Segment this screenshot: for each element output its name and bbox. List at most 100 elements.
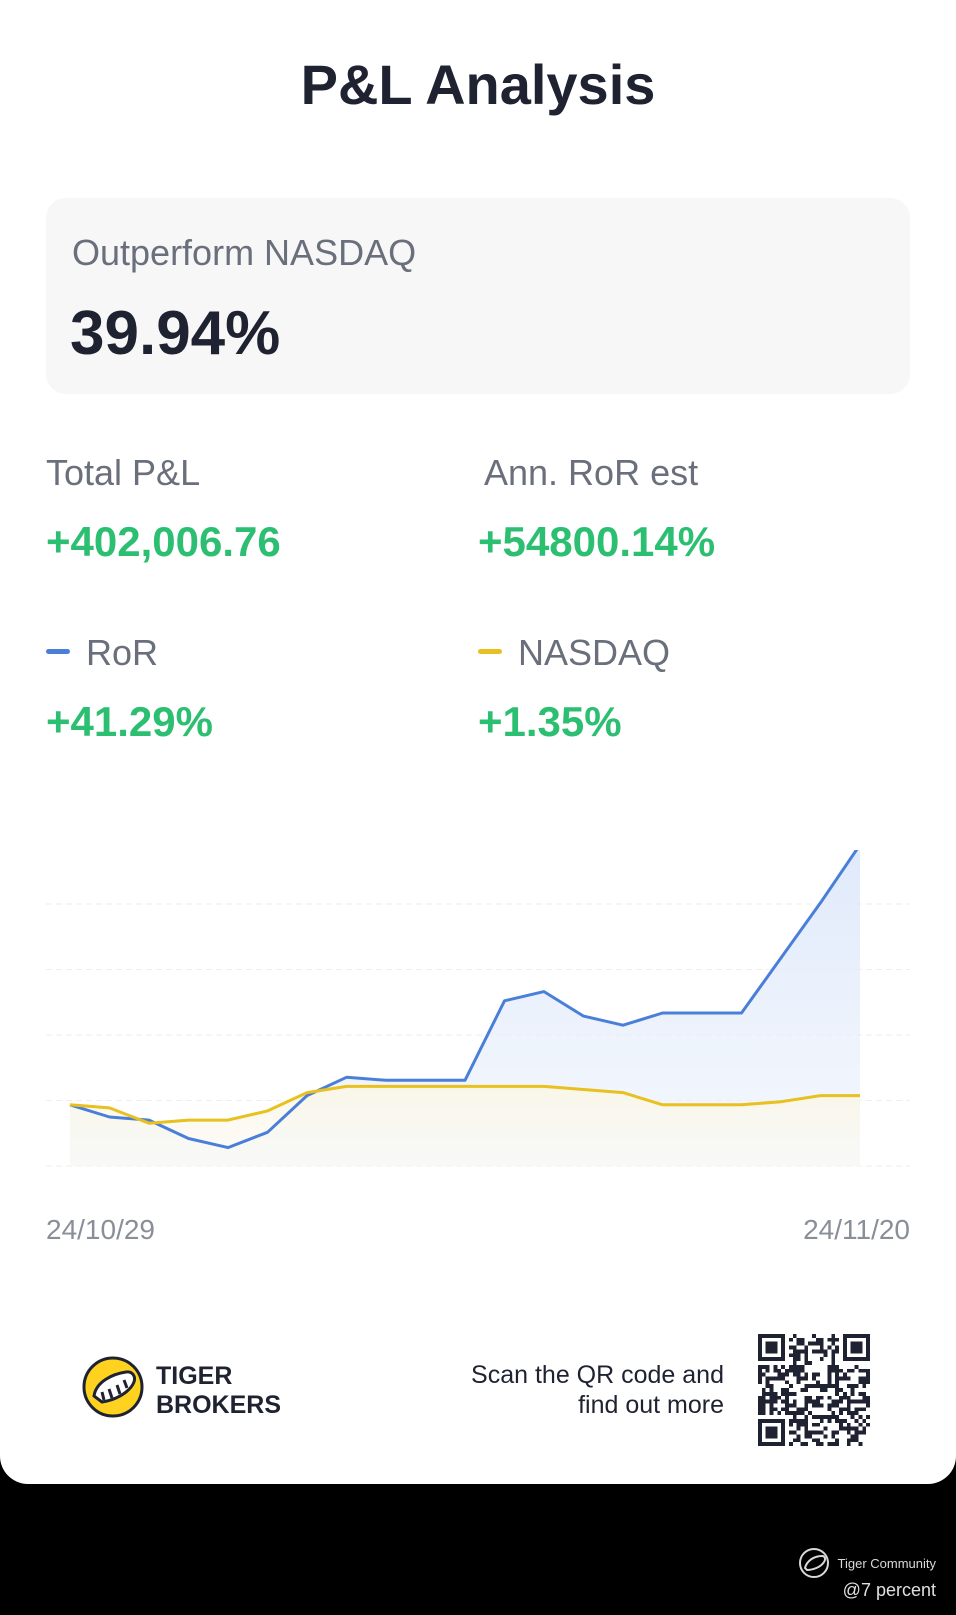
qr-module	[800, 1442, 805, 1446]
qr-module	[808, 1361, 813, 1365]
qr-module	[831, 1399, 836, 1404]
qr-module	[846, 1384, 851, 1389]
ror-value: +41.29%	[46, 698, 213, 745]
qr-module	[804, 1361, 809, 1365]
qr-module	[792, 1368, 797, 1373]
qr-module	[777, 1372, 782, 1377]
qr-module	[862, 1430, 867, 1435]
qr-code-icon[interactable]	[758, 1334, 870, 1446]
qr-module	[788, 1418, 793, 1423]
qr-module	[835, 1388, 840, 1392]
qr-module	[835, 1418, 840, 1423]
qr-module	[815, 1399, 820, 1404]
qr-module	[831, 1442, 836, 1446]
ann-ror-label: Ann. RoR est	[484, 452, 699, 493]
qr-module	[796, 1380, 801, 1385]
qr-module	[758, 1372, 762, 1377]
qr-module	[815, 1442, 820, 1446]
qr-module	[827, 1372, 832, 1377]
qr-module	[804, 1418, 809, 1423]
qr-module	[761, 1411, 766, 1416]
qr-module	[831, 1357, 836, 1362]
qr-module	[827, 1380, 832, 1385]
qr-module	[835, 1349, 840, 1354]
qr-module	[804, 1349, 809, 1354]
qr-module	[785, 1399, 789, 1404]
qr-module	[796, 1438, 801, 1443]
qr-module	[804, 1422, 809, 1427]
qr-module	[804, 1442, 809, 1446]
qr-module	[866, 1422, 870, 1427]
qr-module	[804, 1376, 809, 1381]
qr-module	[858, 1407, 863, 1412]
qr-module	[796, 1368, 801, 1373]
qr-module	[866, 1380, 870, 1385]
qr-module	[835, 1364, 840, 1369]
qr-module	[808, 1411, 813, 1416]
qr-module	[796, 1407, 801, 1412]
qr-module	[781, 1399, 786, 1404]
qr-module	[792, 1372, 797, 1377]
qr-module	[758, 1376, 762, 1381]
qr-module	[785, 1407, 789, 1412]
series-line-ror	[69, 850, 859, 1150]
qr-module	[831, 1337, 836, 1342]
qr-module	[804, 1403, 809, 1408]
nasdaq-legend: NASDAQ	[478, 632, 670, 674]
qr-module	[858, 1442, 863, 1446]
x-axis-start-label: 24/10/29	[46, 1214, 155, 1245]
ann-ror-value: +54800.14%	[478, 518, 716, 565]
qr-module	[827, 1376, 832, 1381]
qr-module	[835, 1372, 840, 1377]
qr-module	[792, 1391, 797, 1396]
qr-module	[758, 1368, 762, 1373]
qr-module	[761, 1391, 766, 1396]
qr-module	[831, 1403, 836, 1408]
qr-module	[792, 1411, 797, 1416]
qr-module	[823, 1434, 828, 1439]
qr-module	[781, 1388, 786, 1392]
qr-module	[792, 1418, 797, 1423]
qr-module	[862, 1376, 867, 1381]
qr-module	[788, 1430, 793, 1435]
qr-module	[858, 1391, 863, 1396]
qr-module	[862, 1368, 867, 1373]
qr-module	[800, 1418, 805, 1423]
qr-module	[812, 1349, 816, 1354]
qr-module	[788, 1422, 793, 1427]
qr-module	[792, 1353, 797, 1358]
qr-module	[761, 1399, 766, 1404]
brand-line-2: BROKERS	[156, 1391, 282, 1419]
qr-module	[862, 1407, 867, 1412]
qr-module	[792, 1334, 797, 1338]
qr-module	[815, 1384, 820, 1389]
qr-module	[850, 1384, 855, 1389]
qr-module	[862, 1380, 867, 1385]
qr-module	[796, 1411, 801, 1416]
brand-name: TIGER BROKERS	[156, 1362, 281, 1420]
qr-module	[831, 1364, 836, 1369]
qr-module	[796, 1349, 801, 1354]
qr-module	[858, 1376, 863, 1381]
qr-module	[835, 1415, 840, 1419]
qr-module	[761, 1364, 766, 1369]
qr-module	[796, 1353, 801, 1358]
tiger-brokers-logo-icon	[82, 1356, 144, 1418]
scan-line-2: find out more	[578, 1391, 724, 1419]
qr-module	[854, 1426, 859, 1431]
qr-module	[800, 1411, 805, 1416]
qr-module	[835, 1368, 840, 1373]
qr-module	[823, 1426, 828, 1431]
qr-module	[854, 1418, 859, 1423]
qr-module	[831, 1349, 836, 1354]
qr-module	[800, 1368, 805, 1373]
qr-module	[866, 1403, 870, 1408]
qr-module	[823, 1353, 828, 1358]
scan-prompt: Scan the QR code and find out more	[471, 1360, 724, 1420]
qr-module	[769, 1399, 774, 1404]
qr-module	[796, 1337, 801, 1342]
qr-module	[827, 1364, 832, 1369]
qr-module	[812, 1376, 816, 1381]
qr-module	[815, 1337, 820, 1342]
qr-module	[777, 1411, 782, 1416]
